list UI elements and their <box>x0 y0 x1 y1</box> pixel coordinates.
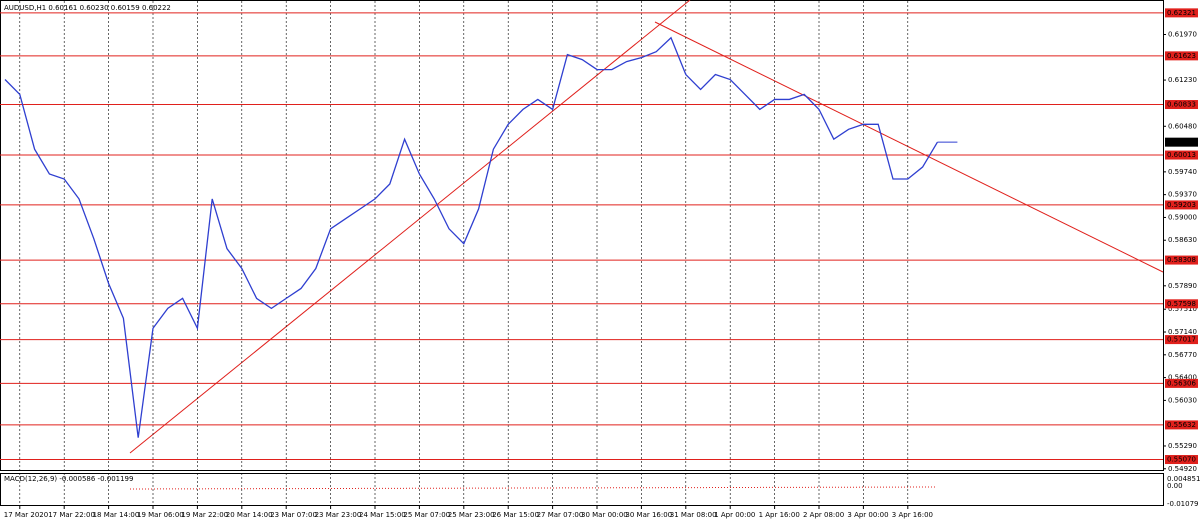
y-tick-label: 0.59370 <box>1168 191 1197 199</box>
level-label: 0.60013 <box>1167 151 1196 159</box>
x-tick-label: 27 Mar 07:00 <box>537 511 584 519</box>
level-label-box <box>1165 378 1198 388</box>
y-tick-label: 0.61230 <box>1168 76 1197 84</box>
level-label: 0.57017 <box>1167 336 1196 344</box>
level-label-box <box>1165 299 1198 309</box>
chart-title: AUDUSD,H1 0.60161 0.60230 0.60159 0.6022… <box>4 4 171 12</box>
y-tick-label: 0.59740 <box>1168 168 1197 176</box>
x-tick-label: 23 Mar 23:00 <box>315 511 362 519</box>
x-tick-label: 3 Apr 00:00 <box>847 511 888 519</box>
x-tick-label: 3 Apr 16:00 <box>892 511 933 519</box>
last-price-box <box>1165 137 1198 147</box>
x-tick-label: 17 Mar 2020 <box>4 511 48 519</box>
macd-frame <box>0 473 1164 506</box>
level-label: 0.55070 <box>1167 456 1196 464</box>
y-tick-label: 0.55290 <box>1168 442 1197 450</box>
macd-tick-label: 0.004851 <box>1167 475 1200 483</box>
level-label-box <box>1165 335 1198 345</box>
y-tick-label: 0.56400 <box>1168 374 1197 382</box>
level-label-box <box>1165 8 1198 18</box>
last-price-label: 0.60222 <box>1167 138 1196 146</box>
y-tick-label: 0.57510 <box>1168 305 1197 313</box>
level-label-box <box>1165 200 1198 210</box>
x-tick-label: 25 Mar 07:00 <box>403 511 450 519</box>
trend-line <box>129 0 691 454</box>
y-tick-label: 0.58630 <box>1168 236 1197 244</box>
y-tick-label: 0.56770 <box>1168 351 1197 359</box>
x-tick-label: 23 Mar 07:00 <box>270 511 317 519</box>
x-tick-label: 24 Mar 15:00 <box>359 511 406 519</box>
x-tick-label: 20 Mar 14:00 <box>226 511 273 519</box>
trend-line <box>654 21 1164 273</box>
x-tick-label: 17 Mar 22:00 <box>48 511 95 519</box>
level-label-box <box>1165 420 1198 430</box>
level-label: 0.57598 <box>1167 300 1196 308</box>
level-label-box <box>1165 455 1198 465</box>
macd-tick-label: -0.01079 <box>1167 500 1198 508</box>
level-label: 0.58308 <box>1167 256 1196 264</box>
y-tick-label: 0.54920 <box>1168 465 1197 473</box>
x-tick-label: 2 Apr 08:00 <box>803 511 844 519</box>
x-tick-label: 30 Mar 16:00 <box>625 511 672 519</box>
level-label: 0.62321 <box>1167 9 1196 17</box>
x-tick-label: 18 Mar 14:00 <box>93 511 140 519</box>
macd-signal <box>129 486 936 490</box>
x-tick-label: 1 Apr 00:00 <box>714 511 755 519</box>
x-tick-label: 31 Mar 08:00 <box>670 511 717 519</box>
x-tick-label: 30 Mar 00:00 <box>581 511 628 519</box>
y-tick-label: 0.61970 <box>1168 30 1197 38</box>
level-label: 0.61623 <box>1167 52 1196 60</box>
y-tick-label: 0.59000 <box>1168 213 1197 221</box>
level-label-box <box>1165 51 1198 61</box>
x-tick-label: 26 Mar 15:00 <box>492 511 539 519</box>
x-tick-label: 1 Apr 16:00 <box>759 511 800 519</box>
level-label-box <box>1165 100 1198 110</box>
y-tick-label: 0.56030 <box>1168 396 1197 404</box>
main-frame <box>0 0 1164 471</box>
macd-tick-label: 0.00 <box>1167 482 1183 490</box>
level-label: 0.59203 <box>1167 201 1196 209</box>
macd-title: MACD(12,26,9) -0.000586 -0.001199 <box>4 475 133 483</box>
level-label: 0.56306 <box>1167 379 1196 387</box>
level-label-box <box>1165 255 1198 265</box>
level-label: 0.60833 <box>1167 101 1196 109</box>
y-tick-label: 0.57140 <box>1168 328 1197 336</box>
price-line <box>4 36 938 438</box>
x-tick-label: 25 Mar 23:00 <box>448 511 495 519</box>
x-tick-label: 19 Mar 22:00 <box>181 511 228 519</box>
y-tick-label: 0.60480 <box>1168 122 1197 130</box>
y-tick-label: 0.57890 <box>1168 282 1197 290</box>
x-tick-label: 19 Mar 06:00 <box>137 511 184 519</box>
level-label-box <box>1165 150 1198 160</box>
level-label: 0.55632 <box>1167 421 1196 429</box>
